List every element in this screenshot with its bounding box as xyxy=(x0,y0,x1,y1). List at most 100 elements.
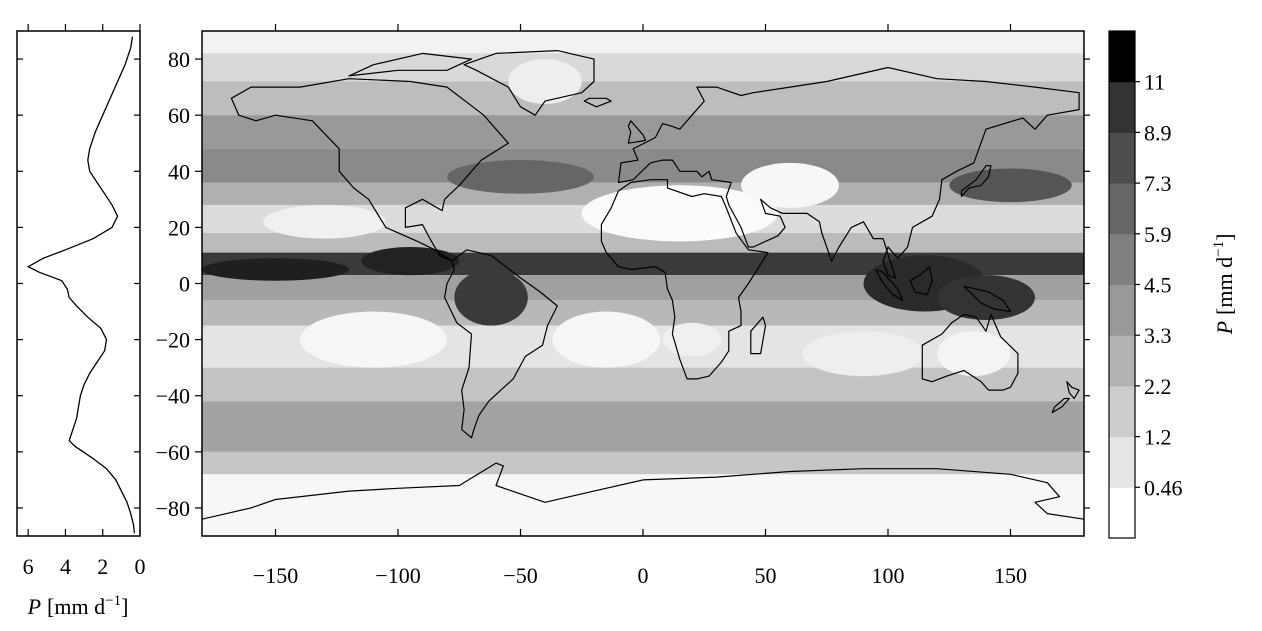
coastline-new-zealand-south xyxy=(1051,397,1070,414)
coastlines xyxy=(202,50,1084,520)
colorbar-swatch xyxy=(1109,284,1135,336)
profile-ticks xyxy=(17,24,141,536)
colorbar-swatch xyxy=(1109,132,1135,184)
profile-xlabel-close: ] xyxy=(121,594,128,619)
precip-anomaly xyxy=(263,204,386,239)
map-ticks xyxy=(195,24,1090,536)
profile-x-tick-label: 2 xyxy=(97,554,108,579)
coastline-new-zealand-north xyxy=(1066,381,1080,400)
map-panel: −150 −100 −50 0 50 100 150 80 60 40 20 0 −20 −40 −60 −… xyxy=(156,24,1090,588)
colorbar-swatch xyxy=(1109,31,1135,83)
colorbar-swatch xyxy=(1109,183,1135,235)
precip-anomaly xyxy=(552,311,661,368)
colorbar-swatch xyxy=(1109,487,1135,539)
map-y-tick-label: −40 xyxy=(156,384,190,409)
map-x-tick-label: −100 xyxy=(375,563,420,588)
map-y-tick-label: 20 xyxy=(168,215,190,240)
coastline-greenland xyxy=(463,50,595,116)
precip-band xyxy=(202,81,1084,116)
map-y-tick-label: 80 xyxy=(168,47,190,72)
map-y-tick-label: −80 xyxy=(156,496,190,521)
colorbar-swatch xyxy=(1109,81,1135,133)
coastline-north-america xyxy=(230,78,509,262)
coastline-antarctica xyxy=(202,462,1084,520)
colorbar-label-symbol: P xyxy=(1212,321,1237,335)
precip-anomaly xyxy=(741,162,839,208)
colorbar-swatches xyxy=(1109,31,1135,539)
precip-anomaly xyxy=(949,168,1072,203)
profile-xlabel-exponent: −1 xyxy=(105,593,121,609)
coastline-south-america xyxy=(444,249,558,439)
map-y-tick-label: −20 xyxy=(156,328,190,353)
profile-x-tick-label: 6 xyxy=(23,554,34,579)
colorbar-swatch xyxy=(1109,436,1135,488)
map-x-tick-labels: −150 −100 −50 0 50 100 150 xyxy=(253,563,1027,588)
precip-anomaly xyxy=(300,311,447,368)
precip-anomaly xyxy=(581,185,778,242)
colorbar-label-close: ] xyxy=(1212,234,1237,241)
map-x-tick-label: 100 xyxy=(872,563,905,588)
coastline-sumatra xyxy=(875,268,904,301)
profile-panel: 6 4 2 0 P [mm d−1] xyxy=(16,24,146,619)
colorbar-tick-label: 7.3 xyxy=(1144,171,1172,196)
coastline-canadian-archipelago xyxy=(348,52,473,77)
precip-anomaly xyxy=(361,247,460,276)
precip-anomaly xyxy=(508,59,582,104)
precip-band xyxy=(202,367,1084,402)
precip-band xyxy=(202,474,1084,536)
coastline-british-isles xyxy=(627,120,647,144)
profile-xlabel-symbol: P xyxy=(27,594,41,619)
colorbar-tick-label: 3.3 xyxy=(1144,323,1172,348)
precip-band xyxy=(202,53,1084,82)
precip-anomaly xyxy=(937,331,1011,377)
precip-anomaly xyxy=(202,258,349,281)
colorbar-tick-label: 8.9 xyxy=(1144,120,1172,145)
coastline-eurasia xyxy=(617,66,1080,279)
precip-band xyxy=(202,31,1084,54)
colorbar-tick-label: 5.9 xyxy=(1144,222,1172,247)
colorbar-swatch xyxy=(1109,385,1135,438)
coastline-japan xyxy=(960,165,992,198)
precip-anomaly xyxy=(662,322,722,357)
precip-anomaly xyxy=(447,160,594,194)
colorbar-axis-label: P [mm d−1] xyxy=(1211,234,1237,336)
map-x-tick-label: −150 xyxy=(253,563,298,588)
coastline-australia xyxy=(921,313,1019,391)
colorbar-tick-labels: 0.46 1.2 2.2 3.3 4.5 5.9 7.3 8.9 11 xyxy=(1135,70,1183,500)
profile-x-tick-label: 4 xyxy=(60,554,71,579)
colorbar-swatch xyxy=(1109,335,1135,387)
profile-frame xyxy=(16,30,141,537)
colorbar-swatch xyxy=(1109,233,1135,285)
map-x-tick-label: 150 xyxy=(994,563,1027,588)
profile-xlabel-units: [mm d xyxy=(47,594,105,619)
coastline-borneo xyxy=(909,266,933,296)
map-y-tick-label: 0 xyxy=(179,272,190,297)
map-x-tick-label: 50 xyxy=(755,563,777,588)
precip-band xyxy=(202,148,1084,183)
map-y-tick-label: 40 xyxy=(168,159,190,184)
profile-x-tick-labels: 6 4 2 0 xyxy=(23,554,146,579)
colorbar-label-exponent: −1 xyxy=(1211,241,1227,257)
map-x-tick-label: −50 xyxy=(503,563,537,588)
colorbar-tick-label: 2.2 xyxy=(1144,374,1172,399)
precip-anomaly xyxy=(454,269,528,326)
coastline-iceland xyxy=(583,97,612,108)
colorbar-label-units: [mm d xyxy=(1212,257,1237,315)
coastline-africa xyxy=(600,179,769,380)
coastline-new-guinea xyxy=(963,285,1012,313)
profile-x-tick-label: 0 xyxy=(135,554,146,579)
colorbar-tick-label: 1.2 xyxy=(1144,425,1172,450)
map-y-tick-labels: 80 60 40 20 0 −20 −40 −60 −80 xyxy=(156,47,190,521)
precip-band xyxy=(202,401,1084,452)
precipitation-field xyxy=(202,31,1084,536)
map-x-tick-label: 0 xyxy=(638,563,649,588)
colorbar-tick-label: 11 xyxy=(1144,70,1165,95)
precip-band xyxy=(202,451,1084,475)
map-y-tick-label: 60 xyxy=(168,103,190,128)
coastline-madagascar xyxy=(750,316,767,355)
precip-anomaly xyxy=(937,275,1035,320)
colorbar: 0.46 1.2 2.2 3.3 4.5 5.9 7.3 8.9 11 P [mm d−1] xyxy=(1108,30,1237,539)
colorbar-tick-label: 4.5 xyxy=(1144,273,1172,298)
colorbar-tick-label: 0.46 xyxy=(1144,475,1183,500)
